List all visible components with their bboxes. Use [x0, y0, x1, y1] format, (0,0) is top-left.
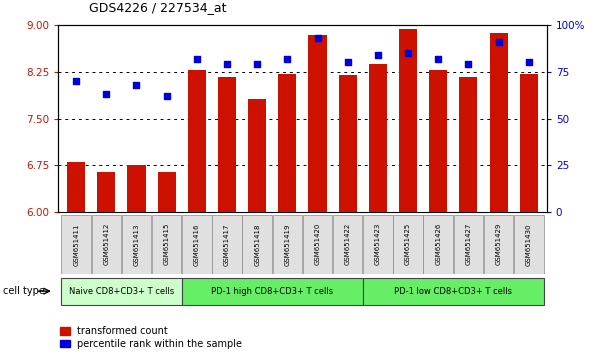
FancyBboxPatch shape — [484, 215, 513, 274]
Text: GSM651423: GSM651423 — [375, 223, 381, 266]
Point — [282, 56, 292, 61]
Bar — [399, 29, 417, 212]
Bar — [188, 70, 206, 212]
FancyBboxPatch shape — [212, 215, 242, 274]
FancyBboxPatch shape — [302, 215, 332, 274]
FancyBboxPatch shape — [182, 215, 211, 274]
Bar — [67, 162, 85, 212]
Bar — [429, 70, 447, 212]
Bar — [218, 77, 236, 212]
Point — [131, 82, 141, 88]
Point — [222, 61, 232, 67]
FancyBboxPatch shape — [122, 215, 152, 274]
Bar — [489, 33, 508, 212]
Bar — [97, 172, 115, 212]
Text: GSM651425: GSM651425 — [405, 223, 411, 266]
Point — [313, 35, 323, 41]
FancyBboxPatch shape — [61, 278, 181, 305]
Text: cell type: cell type — [3, 286, 45, 296]
FancyBboxPatch shape — [393, 215, 423, 274]
Bar — [128, 165, 145, 212]
Text: GSM651419: GSM651419 — [284, 223, 290, 266]
Text: GSM651430: GSM651430 — [525, 223, 532, 266]
Text: PD-1 low CD8+CD3+ T cells: PD-1 low CD8+CD3+ T cells — [394, 287, 512, 296]
Bar — [309, 35, 327, 212]
FancyBboxPatch shape — [243, 215, 272, 274]
Bar — [248, 98, 266, 212]
Text: PD-1 high CD8+CD3+ T cells: PD-1 high CD8+CD3+ T cells — [211, 287, 334, 296]
Bar — [158, 172, 176, 212]
Text: GSM651420: GSM651420 — [315, 223, 321, 266]
Text: GSM651426: GSM651426 — [435, 223, 441, 266]
Text: GSM651422: GSM651422 — [345, 223, 351, 266]
FancyBboxPatch shape — [333, 215, 362, 274]
Bar — [459, 77, 477, 212]
Point — [343, 59, 353, 65]
Text: GSM651429: GSM651429 — [496, 223, 502, 266]
Point — [433, 56, 443, 61]
FancyBboxPatch shape — [514, 215, 544, 274]
FancyBboxPatch shape — [152, 215, 181, 274]
Text: GSM651417: GSM651417 — [224, 223, 230, 266]
FancyBboxPatch shape — [363, 278, 544, 305]
Text: GSM651411: GSM651411 — [73, 223, 79, 266]
Bar — [338, 75, 357, 212]
Point — [403, 50, 413, 56]
Text: Naive CD8+CD3+ T cells: Naive CD8+CD3+ T cells — [69, 287, 174, 296]
FancyBboxPatch shape — [61, 215, 91, 274]
Text: GSM651412: GSM651412 — [103, 223, 109, 266]
Point — [524, 59, 533, 65]
FancyBboxPatch shape — [453, 215, 483, 274]
Bar — [369, 64, 387, 212]
FancyBboxPatch shape — [273, 215, 302, 274]
Point — [101, 91, 111, 97]
Point — [373, 52, 382, 58]
FancyBboxPatch shape — [92, 215, 121, 274]
Text: GDS4226 / 227534_at: GDS4226 / 227534_at — [89, 1, 226, 14]
Bar — [278, 74, 296, 212]
Text: GSM651418: GSM651418 — [254, 223, 260, 266]
Text: GSM651413: GSM651413 — [133, 223, 139, 266]
Text: GSM651427: GSM651427 — [466, 223, 472, 266]
FancyBboxPatch shape — [423, 215, 453, 274]
FancyBboxPatch shape — [363, 215, 393, 274]
Point — [192, 56, 202, 61]
FancyBboxPatch shape — [181, 278, 363, 305]
Point — [162, 93, 172, 99]
Text: GSM651415: GSM651415 — [164, 223, 170, 266]
Text: GSM651416: GSM651416 — [194, 223, 200, 266]
Point — [71, 78, 81, 84]
Point — [252, 61, 262, 67]
Bar — [520, 74, 538, 212]
Legend: transformed count, percentile rank within the sample: transformed count, percentile rank withi… — [60, 326, 243, 349]
Point — [494, 39, 503, 45]
Point — [464, 61, 474, 67]
